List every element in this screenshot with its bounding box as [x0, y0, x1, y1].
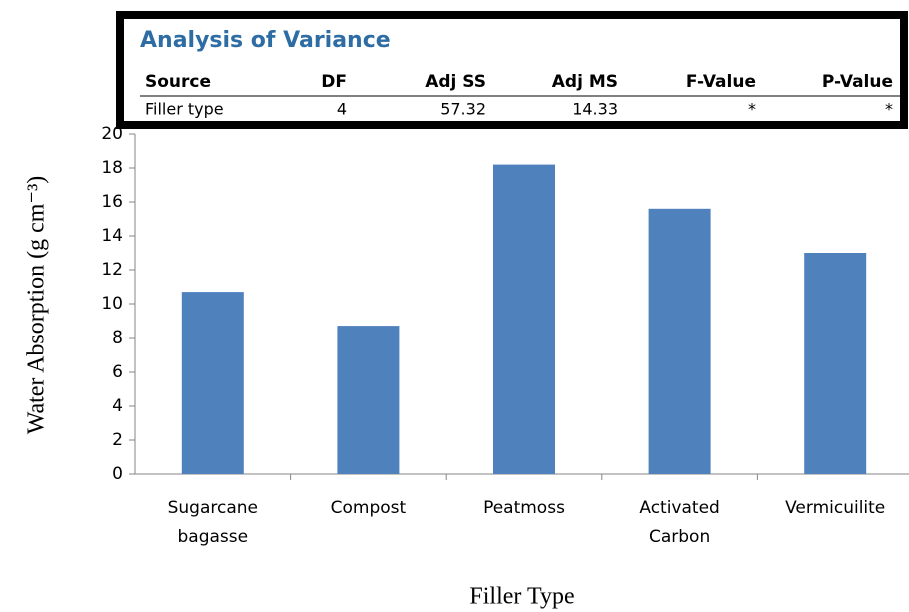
y-tick-label: 14	[101, 226, 123, 246]
y-axis-label: Water Absorption (g cm⁻³)	[24, 176, 50, 435]
table-header: Adj SS	[425, 72, 486, 92]
table-header: F-Value	[686, 72, 756, 92]
table-cell: 14.33	[572, 100, 618, 119]
table-title: Analysis of Variance	[140, 28, 391, 53]
y-tick-label: 18	[101, 158, 123, 178]
bar	[648, 208, 711, 475]
x-tick-label: Peatmoss	[483, 498, 565, 518]
x-tick-label: Vermicuilite	[785, 498, 885, 518]
table-header: Adj MS	[552, 72, 618, 92]
y-tick-label: 6	[112, 362, 123, 382]
table-cell: Filler type	[145, 100, 224, 119]
bar	[181, 292, 244, 474]
table-cell: 57.32	[440, 100, 486, 119]
y-tick-label: 8	[112, 328, 123, 348]
x-axis-label: Filler Type	[469, 584, 574, 610]
y-tick-label: 16	[101, 192, 123, 212]
table-cell: *	[748, 100, 756, 119]
table-header: P-Value	[822, 72, 893, 92]
y-tick-label: 10	[101, 294, 123, 314]
table-box	[116, 11, 908, 129]
y-tick-label: 4	[112, 396, 123, 416]
y-tick-label: 0	[112, 464, 123, 484]
bar	[337, 326, 400, 474]
x-tick-label: Sugarcane bagasse	[168, 498, 258, 547]
table-header: Source	[145, 72, 211, 92]
x-tick-label: Compost	[331, 498, 407, 518]
y-tick-label: 2	[112, 430, 123, 450]
table-cell: 4	[337, 100, 347, 119]
x-tick-label: Activated Carbon	[639, 498, 719, 547]
table-header: DF	[321, 72, 347, 92]
bar	[804, 253, 867, 474]
y-tick-label: 12	[101, 260, 123, 280]
table-cell: *	[885, 100, 893, 119]
bar	[493, 164, 555, 474]
